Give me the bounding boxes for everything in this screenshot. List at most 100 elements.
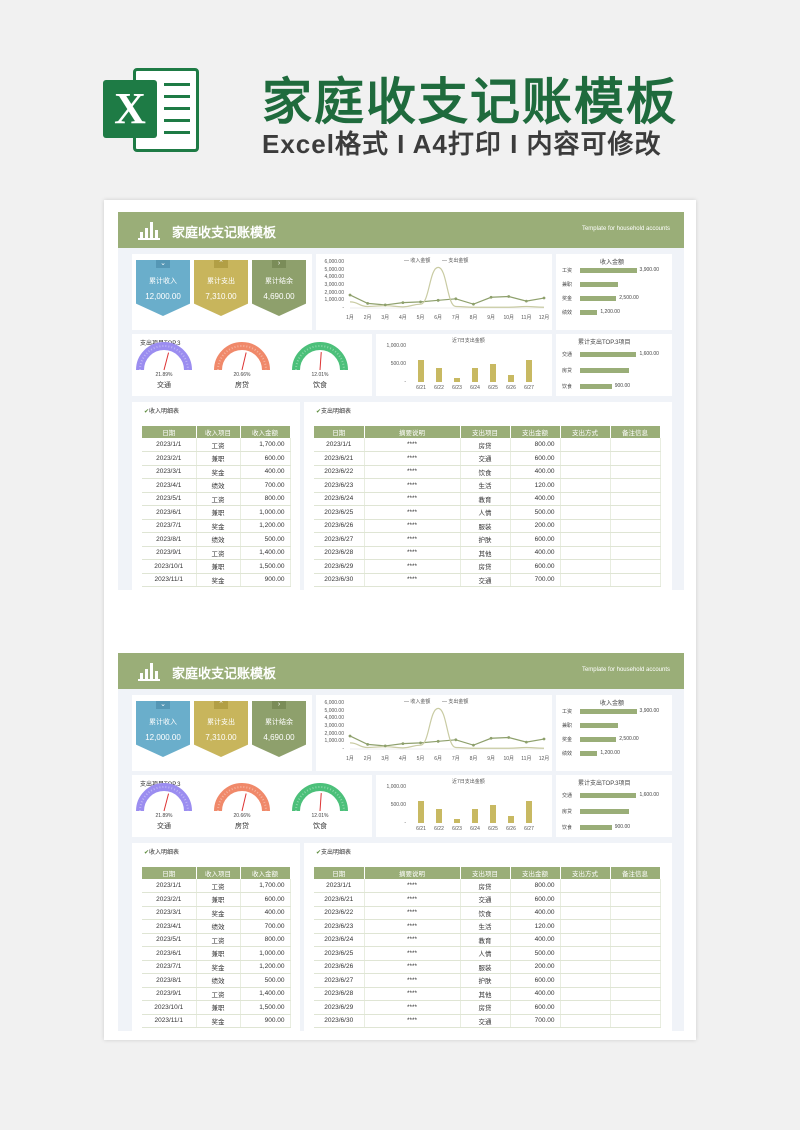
table-cell[interactable]: 120.00 [510,919,561,934]
table-cell[interactable]: 2023/7/1 [142,519,197,533]
table-cell[interactable]: 兼职 [196,559,241,574]
table-cell[interactable] [610,879,661,893]
table-cell[interactable] [560,892,611,907]
table-cell[interactable] [610,573,661,587]
table-cell[interactable]: **** [364,960,461,974]
table-cell[interactable] [610,532,661,547]
table-cell[interactable]: 兼职 [196,892,241,907]
table-cell[interactable] [560,987,611,1001]
table-cell[interactable] [560,519,611,533]
table-cell[interactable]: **** [364,933,461,947]
table-cell[interactable]: 600.00 [510,892,561,907]
table-cell[interactable]: 兼职 [196,946,241,961]
table-cell[interactable]: 2023/11/1 [142,1014,197,1028]
table-cell[interactable]: 2023/6/30 [314,1014,365,1028]
table-cell[interactable]: 教育 [460,933,511,947]
table-cell[interactable] [560,492,611,506]
table-cell[interactable]: **** [364,1014,461,1028]
table-cell[interactable] [560,505,611,520]
table-cell[interactable]: 生活 [460,919,511,934]
table-cell[interactable] [610,546,661,560]
table-cell[interactable]: 教育 [460,492,511,506]
table-cell[interactable]: 2023/6/28 [314,546,365,560]
table-cell[interactable]: 2023/2/1 [142,892,197,907]
table-cell[interactable]: **** [364,505,461,520]
table-cell[interactable]: 奖金 [196,465,241,479]
table-cell[interactable]: 2023/8/1 [142,973,197,988]
table-cell[interactable]: 2023/10/1 [142,559,197,574]
table-cell[interactable]: 工资 [196,987,241,1001]
table-cell[interactable]: 200.00 [510,960,561,974]
table-cell[interactable]: 2023/6/23 [314,919,365,934]
table-cell[interactable]: 人情 [460,946,511,961]
table-cell[interactable]: 800.00 [240,492,291,506]
table-cell[interactable]: 120.00 [510,478,561,493]
table-cell[interactable]: 2023/6/27 [314,973,365,988]
table-cell[interactable]: **** [364,519,461,533]
table-cell[interactable]: 400.00 [510,546,561,560]
table-cell[interactable]: **** [364,465,461,479]
table-cell[interactable]: 其他 [460,546,511,560]
table-cell[interactable] [610,451,661,466]
table-cell[interactable]: 2023/6/26 [314,960,365,974]
table-cell[interactable]: 2023/6/27 [314,532,365,547]
table-cell[interactable] [560,451,611,466]
table-cell[interactable]: **** [364,919,461,934]
table-cell[interactable]: 护肤 [460,532,511,547]
table-cell[interactable]: 奖金 [196,519,241,533]
table-cell[interactable]: **** [364,532,461,547]
table-cell[interactable]: 500.00 [240,532,291,547]
table-cell[interactable]: **** [364,892,461,907]
table-cell[interactable]: 2023/11/1 [142,573,197,587]
table-cell[interactable] [560,933,611,947]
table-cell[interactable]: 饮食 [460,906,511,920]
table-cell[interactable]: **** [364,438,461,452]
table-cell[interactable]: 400.00 [510,465,561,479]
table-cell[interactable]: 交通 [460,1014,511,1028]
table-cell[interactable] [560,1000,611,1015]
table-cell[interactable]: 400.00 [510,906,561,920]
table-cell[interactable]: 其他 [460,987,511,1001]
table-cell[interactable]: 600.00 [510,559,561,574]
table-cell[interactable]: 2023/6/25 [314,505,365,520]
table-cell[interactable] [610,505,661,520]
table-cell[interactable]: 2023/6/24 [314,933,365,947]
table-cell[interactable]: 600.00 [510,532,561,547]
table-cell[interactable]: **** [364,451,461,466]
table-cell[interactable]: 900.00 [240,1014,291,1028]
table-cell[interactable]: 2023/6/29 [314,1000,365,1015]
table-cell[interactable] [610,973,661,988]
table-cell[interactable] [610,519,661,533]
table-cell[interactable]: 交通 [460,573,511,587]
table-cell[interactable] [560,532,611,547]
table-cell[interactable]: 2023/6/26 [314,519,365,533]
table-cell[interactable]: 兼职 [196,451,241,466]
table-cell[interactable]: 饮食 [460,465,511,479]
table-cell[interactable]: 2023/6/22 [314,465,365,479]
table-cell[interactable]: 700.00 [240,919,291,934]
table-cell[interactable]: 2023/9/1 [142,546,197,560]
table-cell[interactable]: 2023/10/1 [142,1000,197,1015]
table-cell[interactable] [610,478,661,493]
table-cell[interactable]: 房贷 [460,1000,511,1015]
table-cell[interactable]: 1,500.00 [240,1000,291,1015]
table-cell[interactable]: 2023/6/23 [314,478,365,493]
table-cell[interactable]: 600.00 [240,451,291,466]
table-cell[interactable] [610,1000,661,1015]
table-cell[interactable]: 2023/6/22 [314,906,365,920]
table-cell[interactable]: 绩效 [196,532,241,547]
table-cell[interactable] [610,1014,661,1028]
table-cell[interactable]: **** [364,559,461,574]
table-cell[interactable]: 400.00 [510,987,561,1001]
table-cell[interactable]: 2023/5/1 [142,492,197,506]
table-cell[interactable]: 生活 [460,478,511,493]
table-cell[interactable]: 1,700.00 [240,438,291,452]
table-cell[interactable]: 2023/5/1 [142,933,197,947]
table-cell[interactable]: 1,400.00 [240,987,291,1001]
table-cell[interactable] [560,465,611,479]
table-cell[interactable]: 工资 [196,879,241,893]
table-cell[interactable]: 2023/6/1 [142,946,197,961]
table-cell[interactable]: 2023/6/1 [142,505,197,520]
table-cell[interactable]: 2023/3/1 [142,906,197,920]
table-cell[interactable]: 600.00 [510,1000,561,1015]
